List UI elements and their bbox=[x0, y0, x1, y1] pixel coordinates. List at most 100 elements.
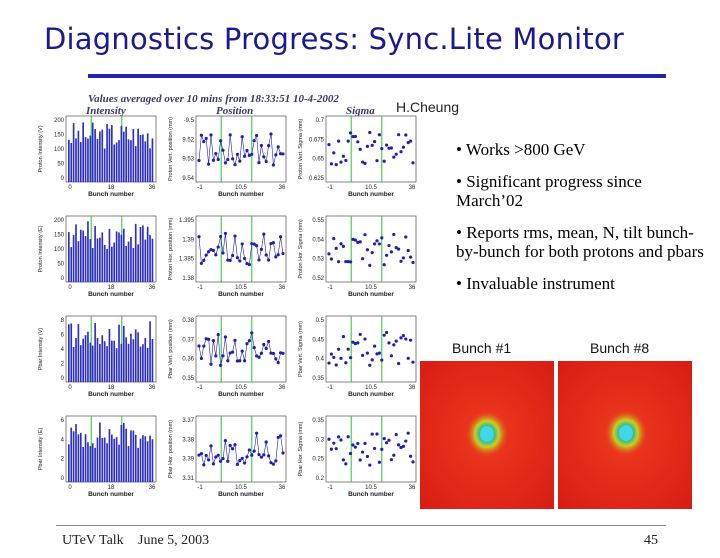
intensity-bar bbox=[84, 335, 87, 382]
intensity-bar bbox=[132, 128, 135, 182]
y-tick-label: 0.37 bbox=[182, 337, 194, 343]
y-tick-label: 0.38 bbox=[182, 318, 194, 324]
intensity-bar bbox=[125, 245, 128, 282]
plot-frame bbox=[325, 215, 417, 283]
data-point bbox=[344, 361, 348, 365]
intensity-bar bbox=[142, 435, 144, 482]
data-point bbox=[363, 337, 367, 341]
intensity-bar bbox=[111, 340, 113, 382]
x-axis-label: Bunch number bbox=[348, 191, 394, 198]
y-tick-label: 0.3 bbox=[316, 437, 325, 443]
intensity-bar bbox=[127, 139, 130, 182]
intensity-bar bbox=[115, 348, 118, 382]
intensity-bar bbox=[77, 323, 80, 382]
bunch-1-label: Bunch #1 bbox=[452, 340, 512, 356]
data-point bbox=[375, 239, 379, 243]
x-axis-label: Bunch number bbox=[218, 191, 264, 198]
data-point bbox=[346, 435, 350, 439]
intensity-bar bbox=[108, 228, 111, 282]
y-tick-label: 0 bbox=[61, 276, 65, 282]
data-point bbox=[377, 460, 381, 464]
y-tick-label: 0.55 bbox=[312, 218, 324, 224]
intensity-bar bbox=[84, 137, 87, 182]
y-tick-label: 2 bbox=[61, 362, 65, 368]
intensity-bar bbox=[77, 130, 80, 182]
data-point bbox=[406, 431, 410, 435]
intensity-bar bbox=[146, 133, 149, 182]
data-line bbox=[198, 433, 284, 466]
intensity-bar bbox=[79, 229, 82, 282]
data-point bbox=[404, 235, 408, 239]
data-point bbox=[361, 160, 365, 164]
data-point bbox=[370, 358, 374, 362]
intensity-bar bbox=[127, 446, 130, 482]
y-tick-label: 8 bbox=[61, 318, 65, 324]
intensity-bar bbox=[75, 338, 77, 382]
data-point bbox=[401, 145, 405, 149]
y-tick-label: 2 bbox=[61, 457, 65, 463]
intensity-bar bbox=[115, 142, 118, 182]
x-tick-label: 10.5 bbox=[235, 285, 247, 291]
data-point bbox=[327, 252, 331, 256]
y-tick-label: 1.39 bbox=[182, 237, 194, 243]
intensity-bar bbox=[134, 146, 137, 182]
data-point bbox=[380, 447, 384, 451]
data-point bbox=[356, 341, 360, 345]
intensity-bar bbox=[89, 239, 92, 282]
data-point bbox=[332, 237, 336, 241]
y-tick-label: 200 bbox=[54, 118, 65, 124]
data-point bbox=[382, 437, 386, 441]
intensity-bar bbox=[132, 247, 135, 282]
y-axis-label: Proton Hor. position (mm) bbox=[168, 218, 174, 281]
intensity-bar bbox=[82, 122, 85, 182]
data-point bbox=[341, 154, 345, 158]
data-point bbox=[361, 450, 365, 454]
intensity-bar bbox=[111, 246, 113, 282]
data-point bbox=[385, 330, 389, 335]
y-axis-label: Proton Intensity (E) bbox=[38, 225, 44, 272]
data-point bbox=[337, 260, 341, 264]
y-tick-label: 4 bbox=[61, 347, 65, 353]
data-point bbox=[332, 151, 336, 155]
y-tick-label: 200 bbox=[54, 218, 65, 224]
x-axis-label: Bunch number bbox=[88, 191, 134, 198]
x-axis-label: Bunch number bbox=[348, 291, 394, 298]
column-sigma: Sigma bbox=[346, 105, 375, 117]
intensity-bar bbox=[68, 324, 70, 382]
y-tick-label: 9.52 bbox=[182, 137, 194, 143]
data-line bbox=[198, 133, 284, 166]
data-point bbox=[389, 146, 393, 150]
data-point bbox=[358, 240, 362, 244]
intensity-bar bbox=[137, 244, 139, 282]
bullet-item: • Reports rms, mean, N, tilt bunch-by-bu… bbox=[456, 223, 704, 261]
y-tick-label: 100 bbox=[54, 247, 65, 253]
data-point bbox=[389, 458, 393, 462]
x-axis-label: Bunch number bbox=[348, 391, 394, 398]
intensity-bar bbox=[72, 431, 75, 482]
y-axis-label: Proton Vert. position (mm) bbox=[168, 117, 174, 181]
data-point bbox=[399, 445, 403, 450]
intensity-bar bbox=[87, 442, 89, 482]
intensity-bar bbox=[94, 447, 96, 482]
data-point bbox=[392, 232, 396, 237]
x-tick-label: 0 bbox=[68, 185, 72, 191]
data-point bbox=[380, 236, 384, 240]
y-axis-label: Pbar Intensity (E) bbox=[38, 428, 44, 471]
data-point bbox=[394, 433, 398, 437]
data-point bbox=[411, 360, 415, 364]
data-point bbox=[327, 143, 331, 147]
intensity-bar bbox=[134, 223, 137, 282]
intensity-bar bbox=[144, 239, 147, 282]
intensity-bar bbox=[118, 444, 120, 482]
x-tick-label: 36 bbox=[149, 385, 156, 391]
intensity-bar bbox=[103, 148, 106, 182]
intensity-bar bbox=[94, 226, 96, 282]
intensity-bar bbox=[101, 438, 104, 482]
data-point bbox=[361, 353, 365, 357]
intensity-bar bbox=[113, 438, 116, 482]
data-point bbox=[401, 444, 405, 448]
data-point bbox=[349, 451, 353, 456]
data-point bbox=[404, 439, 408, 443]
data-point bbox=[341, 458, 345, 462]
intensity-bar bbox=[96, 138, 99, 182]
